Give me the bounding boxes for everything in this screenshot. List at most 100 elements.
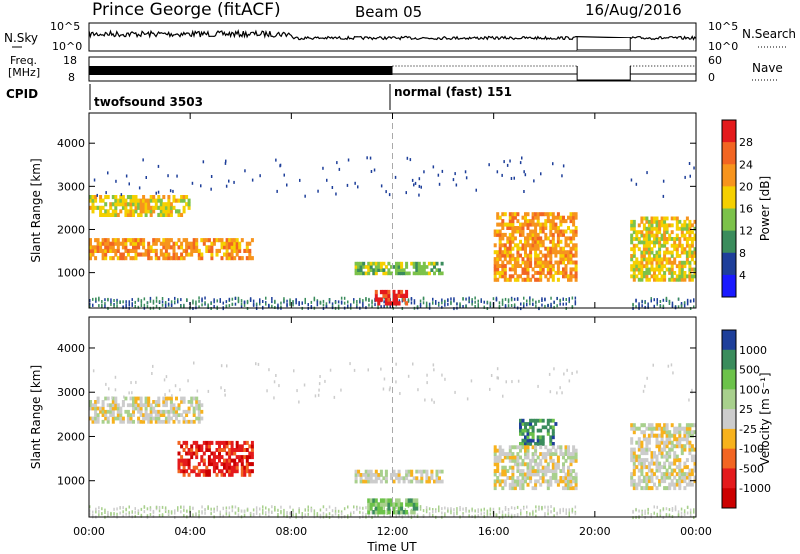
echo-cell: [523, 170, 525, 174]
echo-cell: [645, 257, 649, 262]
echo-cell: [233, 458, 237, 463]
echo-cell: [405, 293, 409, 298]
echo-cell: [367, 261, 371, 266]
echo-cell: [521, 432, 525, 436]
echo-cell: [640, 250, 644, 255]
colorbar-swatch: [722, 142, 736, 165]
echo-cell: [523, 296, 525, 300]
echo-cell: [172, 252, 176, 257]
echo-cell: [417, 479, 421, 484]
echo-cell: [252, 512, 255, 516]
echo-cell: [210, 245, 214, 250]
echo-cell: [511, 465, 515, 470]
echo-cell: [519, 455, 522, 460]
echo-cell: [377, 506, 381, 511]
echo-cell: [402, 479, 406, 484]
echo-cell: [121, 195, 125, 200]
echo-cell: [670, 482, 674, 487]
echo-cell: [668, 440, 672, 445]
echo-cell: [507, 300, 510, 304]
echo-cell: [630, 254, 634, 258]
echo-cell: [551, 442, 555, 446]
echo-cell: [322, 511, 325, 515]
echo-cell: [501, 212, 505, 217]
echo-cell: [235, 241, 239, 246]
echo-cell: [250, 256, 254, 261]
echo-cell: [670, 223, 674, 228]
echo-cell: [383, 507, 385, 511]
echo-cell: [653, 454, 656, 459]
echo-cell: [161, 300, 164, 304]
echo-cell: [415, 268, 419, 272]
echo-cell: [693, 465, 697, 470]
echo-cell: [113, 299, 115, 302]
echo-cell: [149, 409, 153, 414]
echo-cell: [277, 508, 279, 512]
echo-cell: [343, 296, 346, 300]
echo-cell: [493, 243, 497, 248]
echo-cell: [693, 468, 697, 473]
echo-cell: [665, 250, 669, 255]
echo-cell: [534, 445, 538, 450]
echo-cell: [420, 271, 424, 276]
echo-cell: [422, 271, 426, 276]
echo-cell: [116, 403, 120, 408]
echo-cell: [686, 511, 689, 515]
echo-cell: [688, 447, 692, 452]
echo-cell: [531, 229, 535, 234]
echo-cell: [678, 271, 682, 275]
echo-cell: [219, 514, 221, 518]
echo-cell: [678, 433, 682, 438]
echo-cell: [642, 461, 646, 466]
echo-cell: [534, 215, 538, 220]
echo-cell: [180, 298, 182, 302]
echo-cell: [496, 367, 499, 371]
echo-cell: [678, 274, 682, 279]
echo-cell: [354, 479, 358, 484]
echo-cell: [402, 297, 406, 302]
echo-cell: [192, 440, 196, 445]
echo-cell: [454, 172, 456, 176]
echo-cell: [655, 216, 659, 221]
echo-cell: [223, 448, 226, 452]
echo-cell: [372, 479, 376, 484]
echo-cell: [516, 455, 520, 460]
echo-cell: [516, 469, 520, 473]
echo-cell: [574, 302, 577, 306]
echo-cell: [493, 455, 497, 460]
echo-cell: [572, 260, 576, 265]
echo-cell: [225, 184, 228, 188]
echo-cell: [541, 253, 545, 258]
echo-cell: [536, 222, 540, 227]
echo-cell: [574, 472, 578, 477]
echo-cell: [175, 241, 178, 246]
echo-cell: [521, 486, 525, 491]
echo-cell: [215, 465, 219, 470]
echo-cell: [154, 416, 158, 421]
echo-cell: [640, 486, 644, 491]
echo-cell: [632, 430, 636, 435]
echo-cell: [400, 265, 404, 269]
echo-cell: [675, 264, 679, 269]
echo-cell: [374, 510, 378, 515]
echo-cell: [157, 403, 161, 408]
echo-cell: [367, 502, 371, 507]
echo-cell: [655, 233, 659, 238]
echo-cell: [354, 469, 358, 474]
echo-cell: [398, 299, 401, 303]
echo-cell: [139, 209, 143, 214]
echo-cell: [539, 257, 543, 262]
echo-cell: [230, 465, 234, 470]
echo-cell: [129, 205, 133, 210]
echo-cell: [252, 299, 255, 303]
echo-cell: [635, 426, 639, 431]
echo-cell: [632, 479, 636, 484]
echo-cell: [688, 267, 692, 272]
echo-cell: [325, 302, 328, 306]
echo-cell: [407, 298, 410, 302]
echo-cell: [101, 400, 105, 404]
echo-cell: [392, 473, 396, 477]
echo-cell: [392, 289, 396, 295]
echo-cell: [524, 452, 527, 456]
echo-cell: [379, 261, 383, 266]
